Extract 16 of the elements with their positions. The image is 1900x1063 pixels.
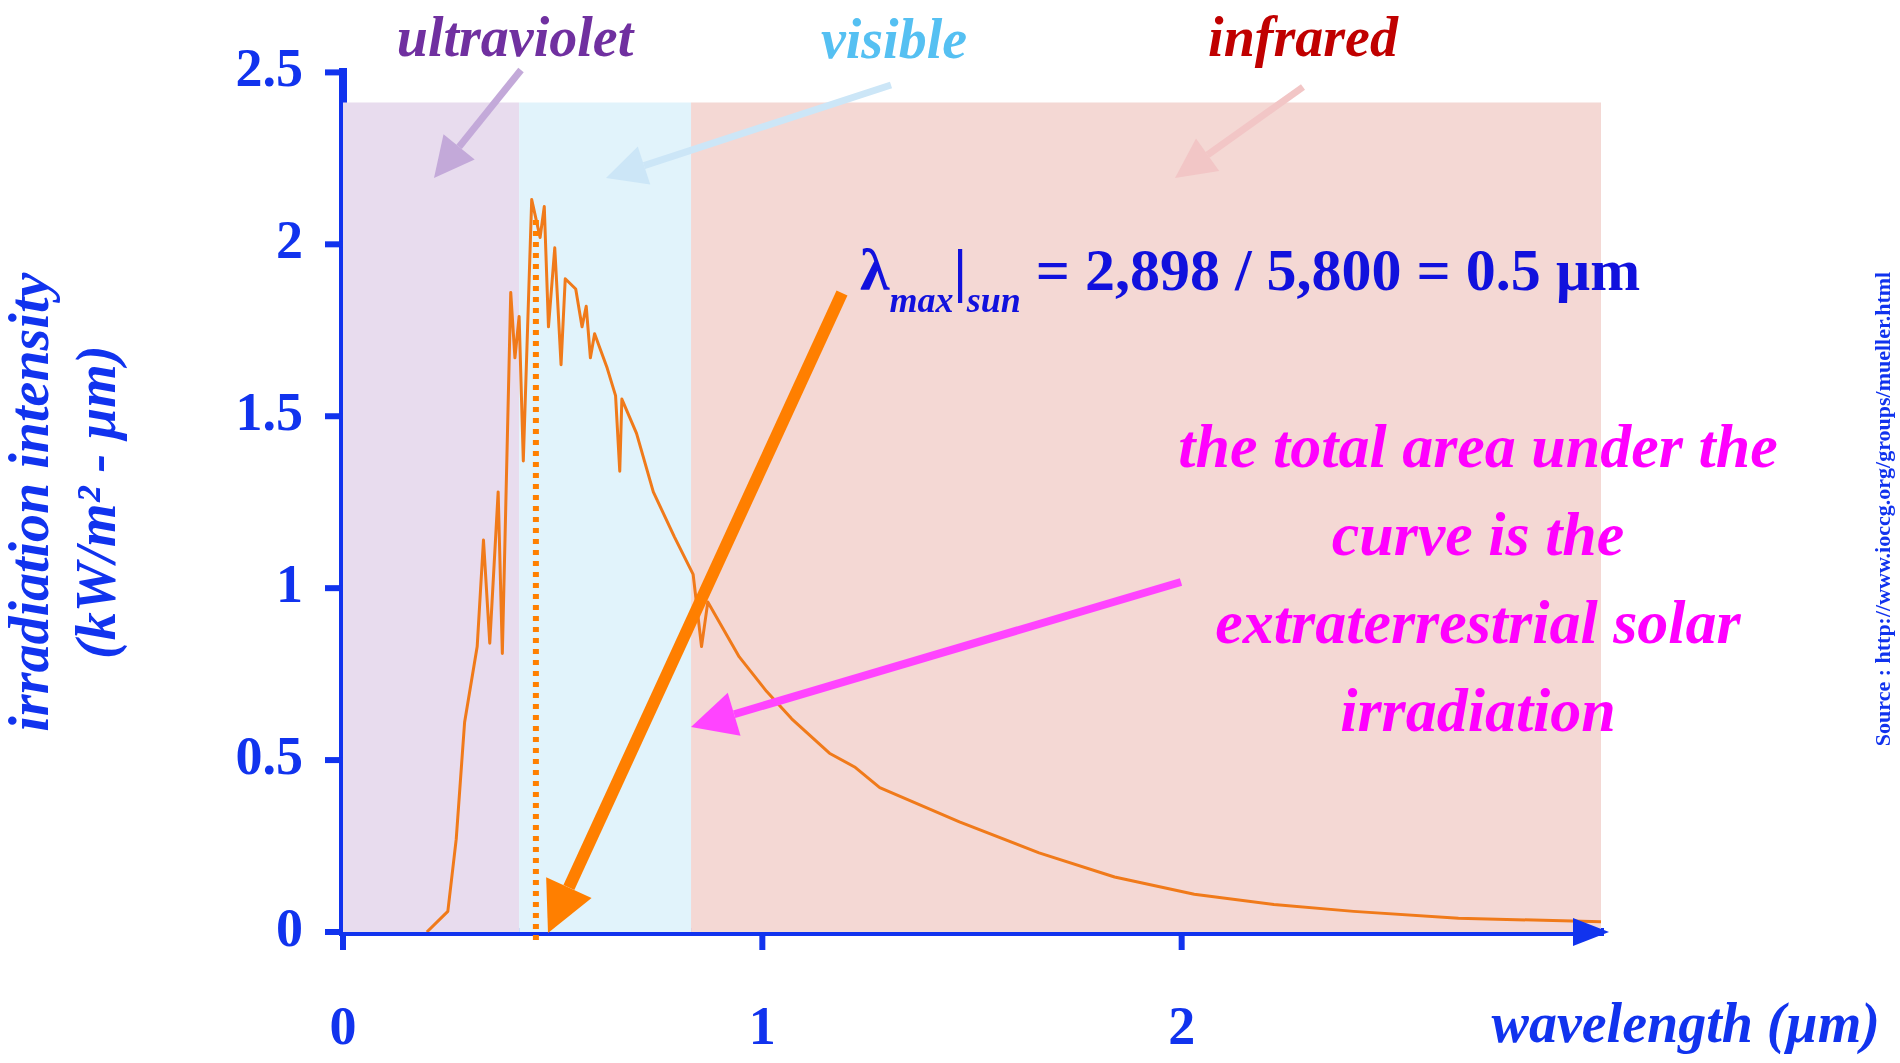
band-label: infrared xyxy=(1208,6,1399,69)
y-tick-label: 2 xyxy=(276,210,303,271)
y-tick-label: 1.5 xyxy=(235,382,303,443)
annotation: the total area under the curve is the extraterrestrial solar irradiation xyxy=(1178,412,1778,745)
band-label: visible xyxy=(820,8,968,71)
x-tick-label: 0 xyxy=(329,996,357,1057)
x-tick-label: 1 xyxy=(748,996,776,1057)
y-tick-label: 0 xyxy=(276,897,303,958)
x-tick-label: 2 xyxy=(1168,996,1196,1057)
y-axis-title: irradiation intensity (kW/m² - µm) xyxy=(0,271,129,732)
band-label: ultraviolet xyxy=(396,6,635,69)
y-tick-label: 2.5 xyxy=(235,38,303,99)
y-tick-label: 0.5 xyxy=(235,726,303,787)
y-tick-label: 1 xyxy=(276,554,303,615)
source-note: Source : http://www.ioccg.org/groups/mueller.html xyxy=(1869,271,1895,747)
x-axis-title: wavelength (µm) xyxy=(1491,992,1880,1056)
